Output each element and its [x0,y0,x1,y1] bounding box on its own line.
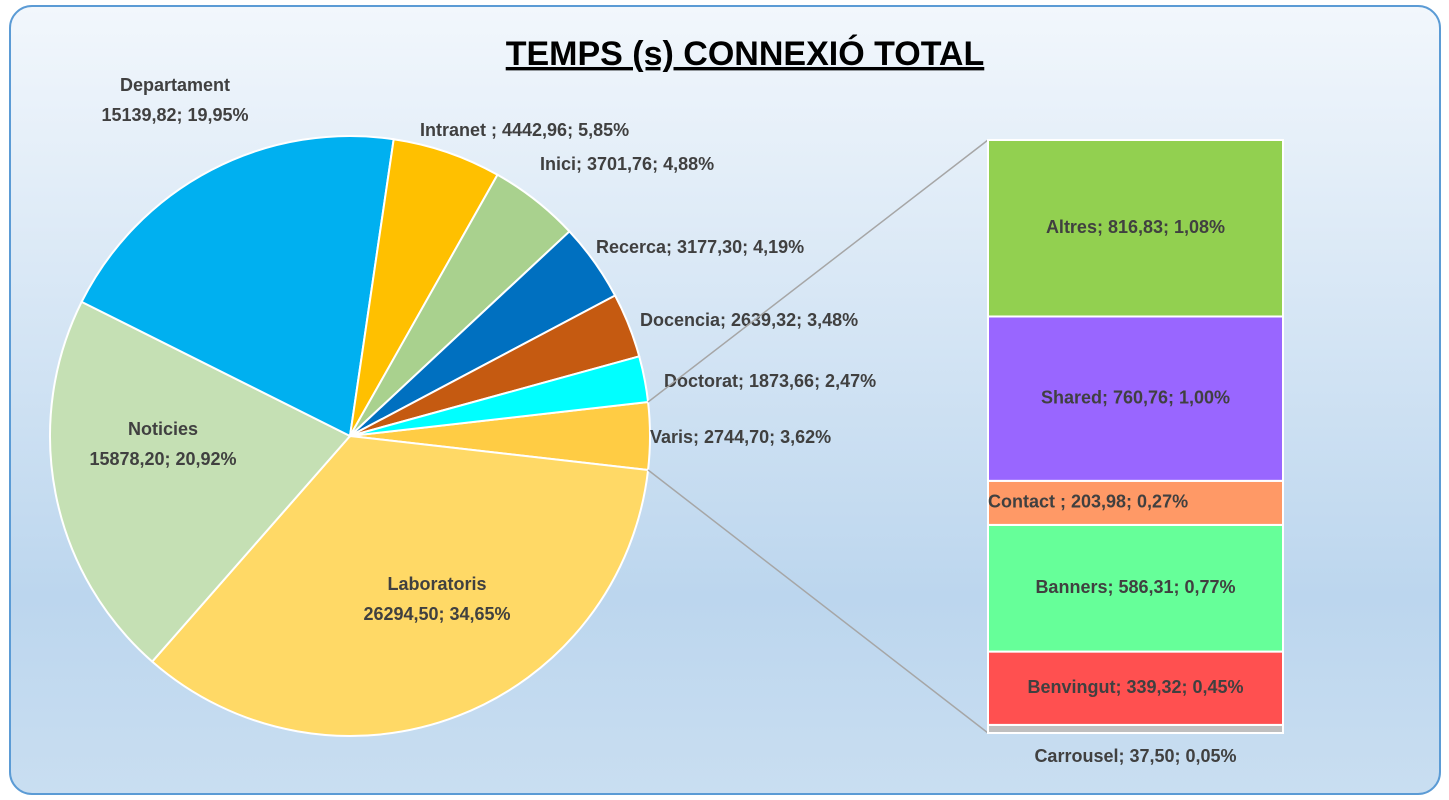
data-label: Varis; 2744,70; 3,62% [650,427,831,447]
data-label: Laboratoris [387,574,486,594]
chart-title: TEMPS (s) CONNEXIÓ TOTAL [506,35,985,73]
pie-slice [150,434,650,737]
data-label: Intranet ; 4442,96; 5,85% [420,120,629,140]
pie-slice [49,300,352,663]
data-label: Docencia; 2639,32; 3,48% [640,310,858,330]
data-label: 26294,50; 34,65% [363,604,510,624]
data-label: Banners; 586,31; 0,77% [1035,577,1235,597]
bar-segment [987,523,1284,653]
bar-segment [987,315,1284,482]
data-label: Contact ; 203,98; 0,27% [988,492,1188,512]
data-label: Inici; 3701,76; 4,88% [540,154,714,174]
pie-slice [80,135,395,438]
bar-segment [987,650,1284,726]
data-label: Recerca; 3177,30; 4,19% [596,237,804,257]
data-label: Noticies [128,419,198,439]
data-label: Shared; 760,76; 1,00% [1041,387,1230,407]
bar-segment [987,139,1284,318]
data-label: Doctorat; 1873,66; 2,47% [664,371,876,391]
data-label: 15139,82; 19,95% [101,105,248,125]
data-label: Departament [120,75,230,95]
data-label: Benvingut; 339,32; 0,45% [1027,677,1243,697]
bar-segment [987,723,1284,734]
connector [647,469,989,734]
data-label: Altres; 816,83; 1,08% [1046,217,1225,237]
data-label: Carrousel; 37,50; 0,05% [1034,746,1236,766]
connector [647,139,989,403]
data-label: 15878,20; 20,92% [89,449,236,469]
